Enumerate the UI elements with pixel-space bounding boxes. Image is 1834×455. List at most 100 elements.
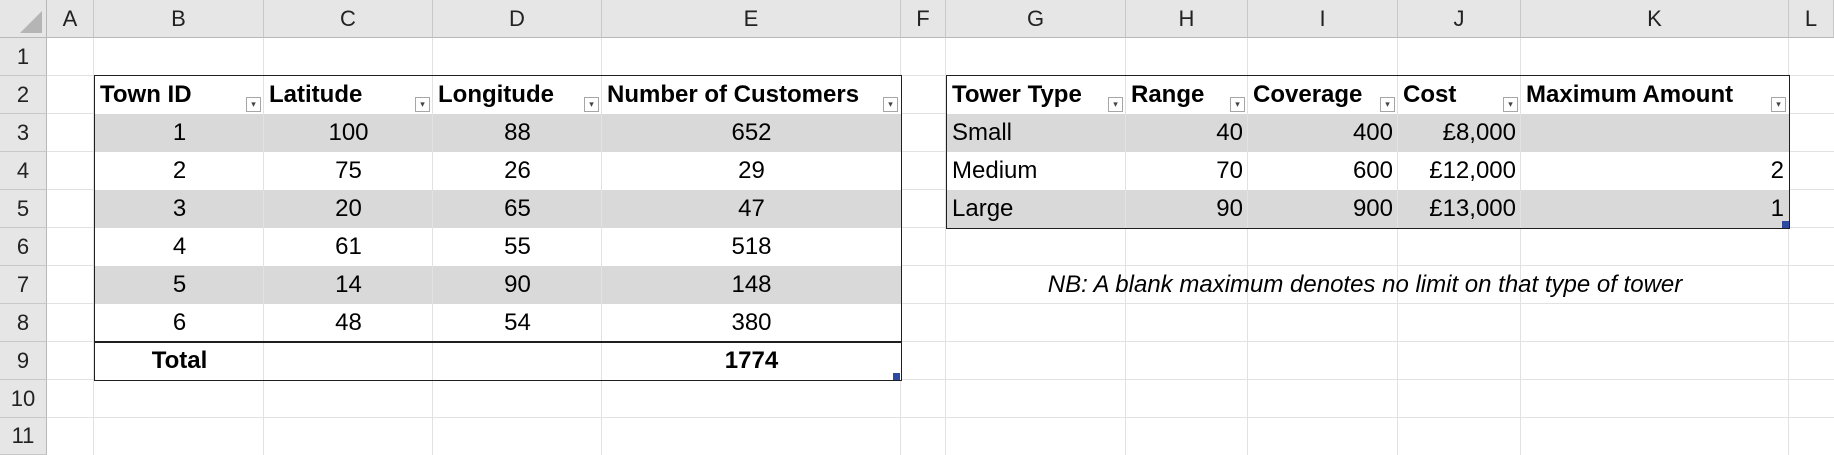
band-row [947, 190, 1789, 228]
towns-header-longitude[interactable]: Longitude ▾ [433, 76, 602, 114]
row-header-6[interactable]: 6 [0, 228, 47, 266]
filter-dropdown-icon[interactable]: ▾ [1503, 97, 1518, 112]
column-header-i[interactable]: I [1248, 0, 1398, 38]
cell-e6[interactable]: 518 [731, 233, 772, 260]
band-row [95, 266, 901, 304]
cell-j3[interactable]: £8,000 [1442, 119, 1516, 146]
towers-header-coverage[interactable]: Coverage ▾ [1248, 76, 1398, 114]
note-text[interactable]: NB: A blank maximum denotes no limit on … [1047, 271, 1683, 298]
filter-dropdown-icon[interactable]: ▾ [1380, 97, 1395, 112]
row-header-3[interactable]: 3 [0, 114, 47, 152]
table-resize-handle[interactable] [893, 373, 900, 380]
header-label: Cost [1403, 81, 1457, 108]
grid-line [47, 151, 1834, 152]
total-label[interactable]: Total [151, 347, 208, 374]
grid-line [601, 76, 602, 380]
cell-i4[interactable]: 600 [1352, 157, 1393, 184]
cell-c4[interactable]: 75 [335, 157, 362, 184]
cell-e3[interactable]: 652 [731, 119, 772, 146]
towers-header-cost[interactable]: Cost ▾ [1398, 76, 1521, 114]
cell-i3[interactable]: 400 [1352, 119, 1393, 146]
row-header-9[interactable]: 9 [0, 342, 47, 380]
cell-d3[interactable]: 88 [504, 119, 531, 146]
cell-c6[interactable]: 61 [335, 233, 362, 260]
cell-g5[interactable]: Large [952, 195, 1014, 222]
row-header-11[interactable]: 11 [0, 418, 47, 455]
filter-dropdown-icon[interactable]: ▾ [883, 97, 898, 112]
band-row [95, 190, 901, 228]
cell-c8[interactable]: 48 [335, 309, 362, 336]
towers-header-maximum[interactable]: Maximum Amount ▾ [1521, 76, 1789, 114]
cell-c3[interactable]: 100 [328, 119, 369, 146]
filter-dropdown-icon[interactable]: ▾ [584, 97, 599, 112]
cell-d4[interactable]: 26 [504, 157, 531, 184]
row-header-1[interactable]: 1 [0, 38, 47, 76]
cell-b5[interactable]: 3 [172, 195, 187, 222]
cell-e8[interactable]: 380 [731, 309, 772, 336]
cell-g4[interactable]: Medium [952, 157, 1038, 184]
grid-line [47, 341, 1834, 342]
filter-dropdown-icon[interactable]: ▾ [1230, 97, 1245, 112]
filter-dropdown-icon[interactable]: ▾ [246, 97, 261, 112]
cell-j4[interactable]: £12,000 [1429, 157, 1516, 184]
row-header-5[interactable]: 5 [0, 190, 47, 228]
grid-line [1247, 38, 1248, 455]
row-header-4[interactable]: 4 [0, 152, 47, 190]
row-header-2[interactable]: 2 [0, 76, 47, 114]
towns-header-town-id[interactable]: Town ID ▾ [95, 76, 264, 114]
cell-e7[interactable]: 148 [731, 271, 772, 298]
row-header-10[interactable]: 10 [0, 380, 47, 418]
band-row [947, 114, 1789, 152]
column-header-b[interactable]: B [94, 0, 264, 38]
filter-dropdown-icon[interactable]: ▾ [415, 97, 430, 112]
column-header-h[interactable]: H [1126, 0, 1248, 38]
cell-c5[interactable]: 20 [335, 195, 362, 222]
header-label: Tower Type [952, 81, 1082, 108]
row-header-7[interactable]: 7 [0, 266, 47, 304]
cell-j5[interactable]: £13,000 [1429, 195, 1516, 222]
cell-e5[interactable]: 47 [738, 195, 765, 222]
towers-header-range[interactable]: Range ▾ [1126, 76, 1248, 114]
towns-header-customers[interactable]: Number of Customers ▾ [602, 76, 901, 114]
band-row [95, 114, 901, 152]
towers-header-type[interactable]: Tower Type ▾ [947, 76, 1126, 114]
column-header-l[interactable]: L [1789, 0, 1834, 38]
towns-header-latitude[interactable]: Latitude ▾ [264, 76, 433, 114]
filter-dropdown-icon[interactable]: ▾ [1771, 97, 1786, 112]
column-header-e[interactable]: E [602, 0, 901, 38]
table-resize-handle[interactable] [1782, 221, 1789, 228]
grid-line [1125, 38, 1126, 455]
select-all-corner[interactable] [0, 0, 47, 38]
total-value[interactable]: 1774 [724, 347, 779, 374]
cell-i5[interactable]: 900 [1352, 195, 1393, 222]
cell-h4[interactable]: 70 [1216, 157, 1243, 184]
cell-d6[interactable]: 55 [504, 233, 531, 260]
cell-k4[interactable]: 2 [1770, 157, 1784, 184]
cell-d5[interactable]: 65 [504, 195, 531, 222]
cell-h5[interactable]: 90 [1216, 195, 1243, 222]
column-header-g[interactable]: G [946, 0, 1126, 38]
cell-b4[interactable]: 2 [172, 157, 187, 184]
column-header-d[interactable]: D [433, 0, 602, 38]
cell-b6[interactable]: 4 [172, 233, 187, 260]
cell-h3[interactable]: 40 [1216, 119, 1243, 146]
filter-dropdown-icon[interactable]: ▾ [1108, 97, 1123, 112]
cell-k5[interactable]: 1 [1770, 195, 1784, 222]
cell-c7[interactable]: 14 [335, 271, 362, 298]
row-header-8[interactable]: 8 [0, 304, 47, 342]
column-header-k[interactable]: K [1521, 0, 1789, 38]
cell-b8[interactable]: 6 [172, 309, 187, 336]
column-header-f[interactable]: F [901, 0, 946, 38]
cell-b3[interactable]: 1 [172, 119, 187, 146]
cell-b7[interactable]: 5 [172, 271, 187, 298]
cell-e4[interactable]: 29 [738, 157, 765, 184]
grid-line [1125, 76, 1126, 228]
cell-d7[interactable]: 90 [504, 271, 531, 298]
grid-line [1788, 38, 1789, 455]
column-header-c[interactable]: C [264, 0, 433, 38]
header-label: Range [1131, 81, 1205, 108]
column-header-a[interactable]: A [47, 0, 94, 38]
column-header-j[interactable]: J [1398, 0, 1521, 38]
cell-d8[interactable]: 54 [504, 309, 531, 336]
cell-g3[interactable]: Small [952, 119, 1013, 146]
